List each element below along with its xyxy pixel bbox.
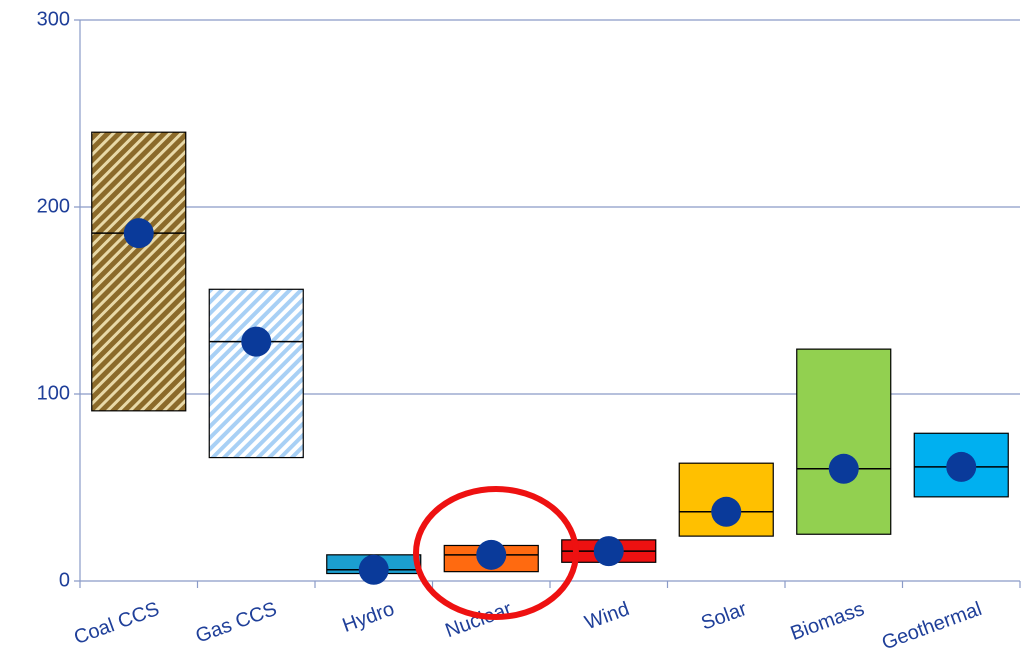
point	[593, 536, 624, 567]
point	[828, 453, 859, 484]
x-tick-label: Geothermal	[879, 598, 985, 654]
range-box	[208, 288, 304, 459]
y-tick-label: 100	[37, 382, 70, 404]
y-tick-label: 0	[59, 569, 70, 591]
x-tick-label: Coal CCS	[71, 598, 162, 649]
point	[123, 218, 154, 249]
y-tick-label: 200	[37, 195, 70, 217]
x-tick-label: Gas CCS	[193, 598, 280, 648]
range-box	[91, 131, 187, 412]
highlight-circle	[413, 486, 579, 620]
point	[946, 451, 977, 482]
point	[358, 554, 389, 585]
point	[241, 326, 272, 357]
x-tick-label: Wind	[582, 598, 632, 634]
y-tick-label: 300	[37, 8, 70, 30]
point	[476, 539, 507, 570]
range-box	[796, 348, 892, 535]
x-tick-label: Biomass	[788, 598, 868, 645]
x-tick-label: Solar	[698, 598, 750, 635]
point	[711, 496, 742, 527]
x-tick-label: Hydro	[340, 598, 398, 637]
